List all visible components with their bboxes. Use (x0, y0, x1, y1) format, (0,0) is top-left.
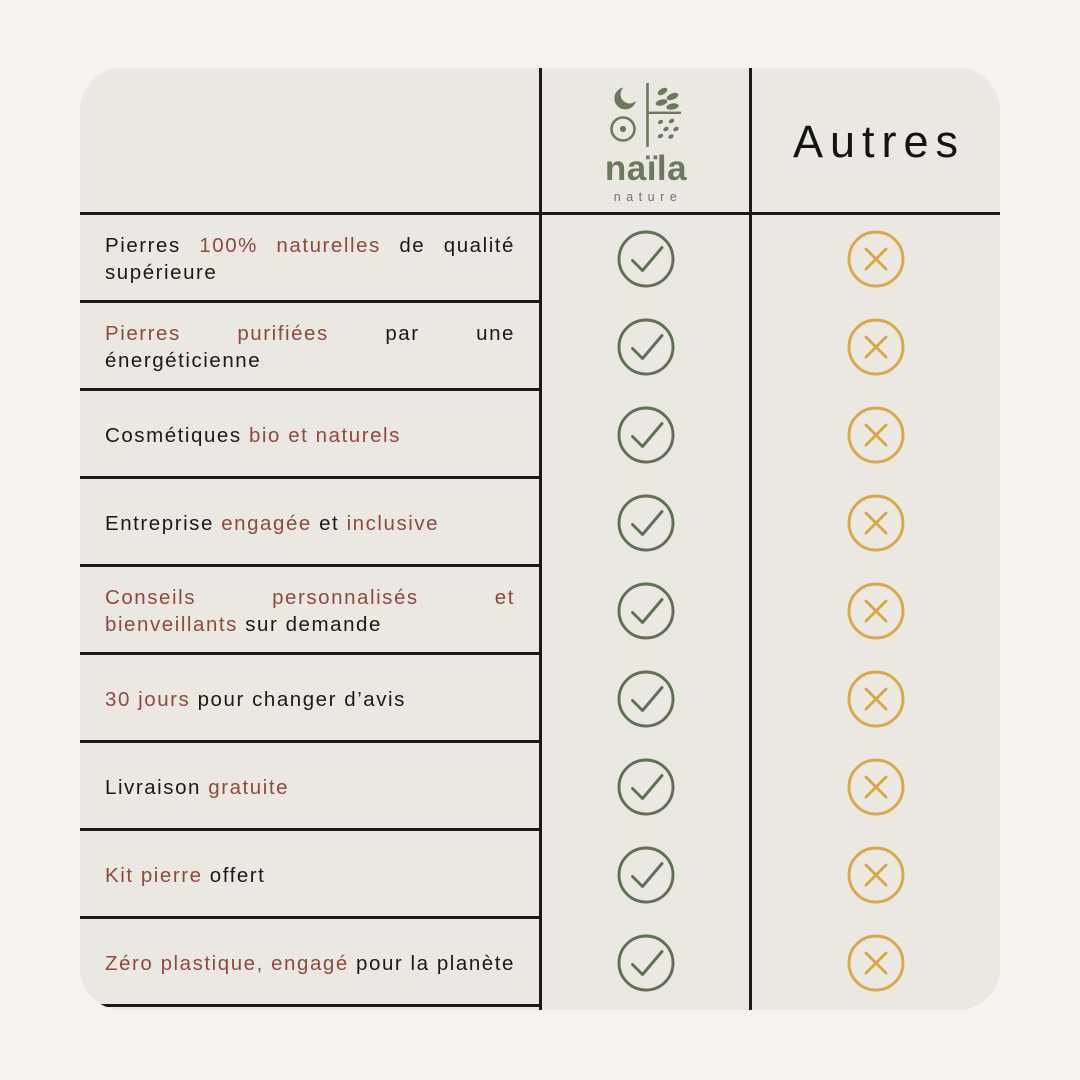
feature-cell: Zéro plastique, engagé pour la planète (105, 919, 515, 1007)
naila-cell (541, 479, 751, 567)
column-divider-2 (749, 68, 752, 1010)
cross-circle-icon (847, 318, 904, 376)
others-cell (751, 567, 1000, 655)
feature-cell: Kit pierre offert (105, 831, 515, 919)
naila-cell (541, 391, 751, 479)
cross-circle-icon (847, 582, 904, 640)
feature-label: 30 jours pour changer d’avis (105, 687, 406, 711)
column-divider-1 (539, 68, 542, 1010)
feature-cell: Pierres purifiées par une énergéticienne (105, 303, 515, 391)
brand-tagline: nature (613, 190, 683, 205)
row-divider (80, 1004, 541, 1007)
table-header: naïla nature Autres (80, 68, 1000, 215)
check-circle-icon (617, 230, 675, 288)
cross-circle-icon (847, 670, 904, 728)
naila-cell (541, 655, 751, 743)
naila-cell (541, 303, 751, 391)
naila-cell (541, 567, 751, 655)
row-divider (80, 564, 541, 567)
feature-label: Entreprise engagée et inclusive (105, 511, 440, 535)
table-row: Conseils personnalisés et bienveillants … (80, 567, 1000, 655)
feature-cell: Livraison gratuite (105, 743, 515, 831)
check-circle-icon (617, 670, 675, 728)
table-row: Zéro plastique, engagé pour la planète (80, 919, 1000, 1007)
feature-cell: Pierres 100% naturelles de qualité supér… (105, 215, 515, 303)
table-row: Livraison gratuite (80, 743, 1000, 831)
feature-cell: Cosmétiques bio et naturels (105, 391, 515, 479)
table-row: Kit pierre offert (80, 831, 1000, 919)
table-row: 30 jours pour changer d’avis (80, 655, 1000, 743)
row-divider (80, 300, 541, 303)
table-row: Entreprise engagée et inclusive (80, 479, 1000, 567)
header-cell-features (80, 68, 541, 215)
others-cell (751, 303, 1000, 391)
brand-name: naïla (604, 149, 688, 189)
check-circle-icon (617, 758, 675, 816)
feature-cell: 30 jours pour changer d’avis (105, 655, 515, 743)
feature-cell: Entreprise engagée et inclusive (105, 479, 515, 567)
check-circle-icon (617, 582, 675, 640)
feature-label: Pierres purifiées par une énergéticienne (105, 322, 516, 372)
cross-circle-icon (847, 406, 904, 464)
table-row: Pierres 100% naturelles de qualité supér… (80, 215, 1000, 303)
row-divider (80, 388, 541, 391)
others-cell (751, 831, 1000, 919)
naila-cell (541, 919, 751, 1007)
check-circle-icon (617, 934, 675, 992)
row-divider (80, 476, 541, 479)
cross-circle-icon (847, 230, 904, 288)
others-cell (751, 655, 1000, 743)
feature-label: Conseils personnalisés et bienveillants … (105, 586, 515, 636)
feature-cell: Conseils personnalisés et bienveillants … (105, 567, 515, 655)
others-column-label: Autres (792, 115, 966, 167)
check-circle-icon (617, 846, 675, 904)
naila-cell (541, 831, 751, 919)
moon-sun-tree-icon (610, 83, 681, 148)
feature-label: Cosmétiques bio et naturels (105, 423, 401, 447)
others-cell (751, 479, 1000, 567)
others-cell (751, 391, 1000, 479)
row-divider (80, 828, 541, 831)
cross-circle-icon (847, 846, 904, 904)
row-divider (80, 740, 541, 743)
naila-cell (541, 215, 751, 303)
check-circle-icon (617, 406, 675, 464)
table-body: Pierres 100% naturelles de qualité supér… (80, 215, 1000, 1007)
row-divider (80, 916, 541, 919)
cross-circle-icon (847, 934, 904, 992)
naila-cell (541, 743, 751, 831)
header-cell-naila-brand: naïla nature (541, 68, 751, 215)
feature-label: Zéro plastique, engagé pour la planète (105, 951, 515, 975)
feature-label: Pierres 100% naturelles de qualité supér… (105, 234, 516, 284)
cross-circle-icon (847, 494, 904, 552)
comparison-table-card: naïla nature Autres Pierres 100% naturel… (80, 68, 1000, 1010)
feature-label: Kit pierre offert (105, 863, 266, 887)
table-row: Pierres purifiées par une énergéticienne (80, 303, 1000, 391)
table-row: Cosmétiques bio et naturels (80, 391, 1000, 479)
cross-circle-icon (847, 758, 904, 816)
row-divider (80, 652, 541, 655)
others-cell (751, 215, 1000, 303)
others-cell (751, 919, 1000, 1007)
feature-label: Livraison gratuite (105, 775, 290, 799)
others-cell (751, 743, 1000, 831)
check-circle-icon (617, 318, 675, 376)
check-circle-icon (617, 494, 675, 552)
header-cell-others: Autres (751, 68, 1000, 215)
